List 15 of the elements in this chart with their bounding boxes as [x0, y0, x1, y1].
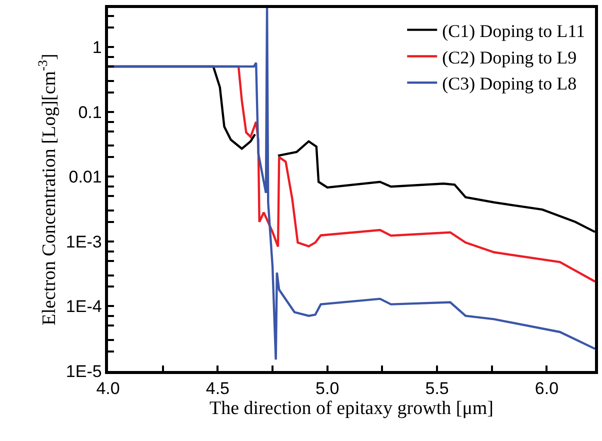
- y-tick-label: 1E-5: [66, 362, 102, 381]
- x-tick-label: 4.0: [96, 379, 120, 398]
- legend-label: (C2) Doping to L9: [442, 47, 577, 68]
- y-tick-label: 1E-4: [66, 297, 102, 316]
- y-tick-label: 0.1: [78, 102, 102, 122]
- x-tick-label: 4.5: [206, 379, 230, 398]
- x-tick-label: 5.0: [316, 379, 340, 398]
- x-axis-title: The direction of epitaxy growth [μm]: [209, 398, 494, 420]
- y-tick-label: 1: [92, 38, 102, 57]
- legend-label: (C3) Doping to L8: [442, 74, 577, 94]
- y-tick-label: 1E-3: [66, 232, 102, 252]
- x-tick-label: 5.5: [425, 379, 449, 398]
- y-tick-label: 0.01: [68, 168, 102, 187]
- x-tick-label: 6.0: [534, 379, 559, 398]
- legend-label: (C1) Doping to L11: [442, 20, 585, 41]
